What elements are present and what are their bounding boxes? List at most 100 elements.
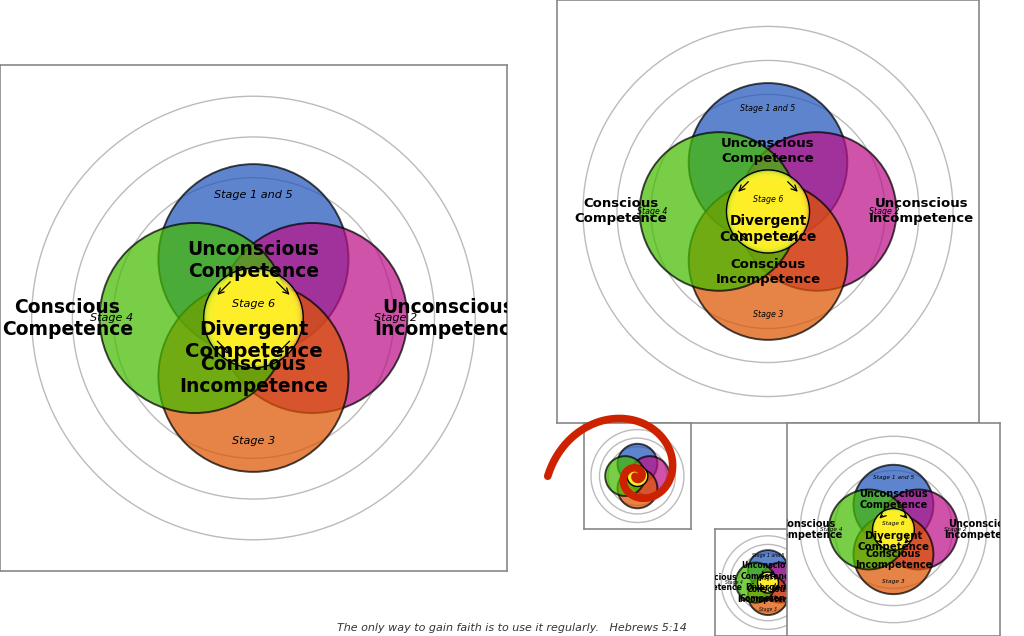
- Circle shape: [887, 470, 900, 482]
- Circle shape: [889, 471, 898, 481]
- Circle shape: [754, 197, 782, 226]
- Circle shape: [883, 519, 904, 540]
- Circle shape: [853, 515, 934, 594]
- Circle shape: [218, 283, 289, 353]
- Text: Stage 6: Stage 6: [882, 521, 905, 526]
- Text: Unconscious
Competence: Unconscious Competence: [740, 561, 796, 581]
- Circle shape: [886, 522, 901, 537]
- Circle shape: [159, 164, 348, 354]
- Circle shape: [879, 515, 908, 544]
- Circle shape: [689, 181, 847, 340]
- Circle shape: [632, 470, 643, 482]
- Text: Conscious
Incompetence: Conscious Incompetence: [716, 258, 820, 286]
- Circle shape: [761, 576, 775, 590]
- Circle shape: [884, 467, 903, 485]
- Text: Conscious
Competence: Conscious Competence: [2, 298, 133, 338]
- Circle shape: [762, 577, 774, 588]
- Circle shape: [873, 444, 913, 483]
- Circle shape: [892, 474, 895, 478]
- Circle shape: [209, 273, 298, 363]
- Circle shape: [765, 579, 771, 586]
- Circle shape: [739, 183, 797, 240]
- Circle shape: [206, 271, 301, 365]
- Text: Conscious
Competence: Conscious Competence: [774, 519, 843, 540]
- Circle shape: [878, 514, 909, 545]
- Circle shape: [884, 466, 903, 486]
- Text: Stage 4: Stage 4: [637, 207, 668, 216]
- Circle shape: [636, 475, 639, 477]
- Text: Unconscious
Incompetence: Unconscious Incompetence: [374, 298, 523, 338]
- Circle shape: [828, 490, 908, 569]
- Circle shape: [888, 470, 899, 482]
- Text: Divergent
Competence: Divergent Competence: [857, 530, 930, 552]
- Text: Stage 3: Stage 3: [882, 579, 905, 584]
- Circle shape: [750, 193, 786, 230]
- Circle shape: [630, 469, 645, 483]
- Circle shape: [211, 275, 296, 361]
- Text: Divergent
Competence: Divergent Competence: [740, 583, 796, 602]
- Text: Stage 3: Stage 3: [753, 310, 783, 319]
- Circle shape: [883, 466, 904, 487]
- Circle shape: [885, 521, 902, 538]
- Circle shape: [876, 512, 911, 547]
- Circle shape: [216, 280, 291, 356]
- Circle shape: [886, 468, 901, 484]
- Circle shape: [159, 282, 348, 472]
- Circle shape: [766, 209, 770, 214]
- Circle shape: [629, 467, 646, 485]
- Text: Unconscious
Incompetence: Unconscious Incompetence: [868, 197, 974, 226]
- Circle shape: [881, 517, 906, 542]
- Text: Stage 3: Stage 3: [231, 436, 275, 446]
- Circle shape: [628, 467, 647, 485]
- Text: Conscious
Incompetence: Conscious Incompetence: [179, 355, 328, 396]
- Text: Stage 4: Stage 4: [90, 313, 133, 323]
- Circle shape: [617, 469, 657, 508]
- Text: The only way to gain faith is to use it regularly.   Hebrews 5:14: The only way to gain faith is to use it …: [337, 623, 687, 633]
- Circle shape: [764, 207, 772, 216]
- Circle shape: [756, 199, 780, 224]
- Text: Stage 1 and 5: Stage 1 and 5: [872, 475, 914, 480]
- Text: Stage 2: Stage 2: [944, 527, 967, 532]
- Circle shape: [249, 313, 258, 323]
- Circle shape: [891, 527, 896, 532]
- Text: Stage 6: Stage 6: [753, 195, 783, 204]
- Circle shape: [767, 582, 769, 583]
- Circle shape: [888, 471, 899, 481]
- Circle shape: [886, 456, 926, 496]
- Circle shape: [745, 189, 791, 234]
- Circle shape: [635, 473, 640, 479]
- Circle shape: [737, 181, 799, 242]
- Circle shape: [760, 575, 776, 590]
- Circle shape: [761, 562, 801, 603]
- Text: Stage 1 and 5: Stage 1 and 5: [752, 553, 784, 558]
- Circle shape: [882, 518, 905, 541]
- Circle shape: [762, 576, 774, 589]
- Circle shape: [244, 308, 263, 328]
- Circle shape: [630, 468, 645, 484]
- Circle shape: [861, 456, 901, 496]
- Circle shape: [726, 170, 810, 253]
- Circle shape: [231, 296, 275, 340]
- Circle shape: [892, 475, 895, 477]
- Circle shape: [763, 577, 773, 588]
- Text: Divergent
Competence: Divergent Competence: [184, 321, 323, 361]
- Circle shape: [766, 581, 770, 584]
- Circle shape: [689, 83, 847, 242]
- Text: Divergent
Competence: Divergent Competence: [719, 214, 817, 244]
- Circle shape: [877, 513, 910, 546]
- Circle shape: [762, 205, 774, 218]
- Circle shape: [628, 466, 647, 486]
- Circle shape: [892, 529, 895, 530]
- Circle shape: [764, 579, 772, 586]
- Circle shape: [760, 574, 776, 591]
- Circle shape: [743, 186, 793, 237]
- Text: Stage 2: Stage 2: [794, 580, 811, 585]
- Text: Conscious
Incompetence: Conscious Incompetence: [855, 549, 932, 570]
- Text: Conscious
Competence: Conscious Competence: [689, 573, 742, 592]
- Circle shape: [735, 562, 775, 603]
- Circle shape: [879, 490, 958, 569]
- Circle shape: [632, 471, 643, 481]
- Text: Unconscious
Incompetence: Unconscious Incompetence: [944, 519, 1021, 540]
- Circle shape: [236, 301, 271, 335]
- Circle shape: [241, 305, 266, 331]
